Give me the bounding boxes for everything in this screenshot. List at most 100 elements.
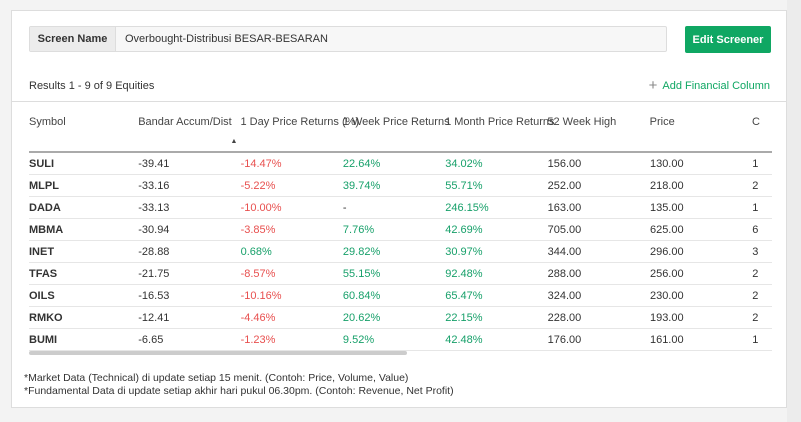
column-header[interactable]: C xyxy=(752,115,772,129)
footnotes: *Market Data (Technical) di update setia… xyxy=(24,372,454,398)
table-cell: -21.75 xyxy=(138,267,170,280)
table-row[interactable]: RMKO -12.41 -4.46% 20.62% 22.15% 228.00 193.00… xyxy=(29,307,772,329)
table-row[interactable]: OILS -16.53 -10.16% 60.84% 65.47% 324.00 230.0… xyxy=(29,285,772,307)
table-cell: 218.00 xyxy=(649,179,684,192)
table-row[interactable]: BUMI -6.65 -1.23% 9.52% 42.48% 176.00 161.00 1 xyxy=(29,329,772,351)
table-cell: 3 xyxy=(752,245,759,258)
table-cell: 42.48% xyxy=(445,333,483,346)
vertical-scrollbar[interactable] xyxy=(787,0,801,422)
table-cell: 30.97% xyxy=(445,245,483,258)
table-cell: 20.62% xyxy=(342,311,381,324)
column-header-label: 1 Month Price Returns xyxy=(445,116,555,128)
symbol-link[interactable]: SULI xyxy=(29,157,55,170)
table-cell: 193.00 xyxy=(649,311,684,324)
table-cell: 22.15% xyxy=(445,311,483,324)
table-cell: 163.00 xyxy=(547,201,582,214)
footnote-market-data: *Market Data (Technical) di update setia… xyxy=(24,372,409,384)
table-cell: 228.00 xyxy=(547,311,582,324)
table-header: Symbol Bandar Accum/Dist ▲ 1 Day Price Retu… xyxy=(29,115,772,153)
table-cell: 1 xyxy=(752,333,759,346)
plus-icon: + xyxy=(648,77,658,94)
add-financial-column-button[interactable]: + Add Financial Column xyxy=(649,78,770,93)
table-cell: - xyxy=(342,201,347,214)
table-row[interactable]: MBMA -30.94 -3.85% 7.76% 42.69% 705.00 625.00 6 xyxy=(29,219,772,241)
table-row[interactable]: SULI -39.41 -14.47% 22.64% 34.02% 156.00 130.0… xyxy=(29,153,772,175)
column-header[interactable]: Bandar Accum/Dist ▲ xyxy=(138,115,240,145)
table-cell: 2 xyxy=(752,311,759,324)
sort-ascending-icon[interactable]: ▲ xyxy=(230,138,238,145)
symbol-link[interactable]: OILS xyxy=(29,289,55,302)
table-cell: 705.00 xyxy=(547,223,582,236)
screen-name-label: Screen Name xyxy=(30,27,116,51)
table-cell: 176.00 xyxy=(547,333,582,346)
table-cell: 42.69% xyxy=(445,223,483,236)
table-cell: 288.00 xyxy=(547,267,582,280)
table-cell: -33.16 xyxy=(138,179,170,192)
screen-name-value: Overbought-Distribusi BESAR-BESARAN xyxy=(125,33,328,45)
column-header[interactable]: Price xyxy=(650,115,752,129)
table-row[interactable]: INET -28.88 0.68% 29.82% 30.97% 344.00 296.00 3 xyxy=(29,241,772,263)
symbol-link[interactable]: DADA xyxy=(29,201,61,214)
results-count: Results 1 - 9 of 9 Equities xyxy=(29,80,155,92)
table-cell: -8.57% xyxy=(240,267,276,280)
table-cell: 0.68% xyxy=(240,245,272,258)
screen-name-field[interactable]: Screen Name Overbought-Distribusi BESAR-… xyxy=(29,26,667,52)
symbol-link[interactable]: MBMA xyxy=(29,223,64,236)
column-header[interactable]: 52 Week High xyxy=(547,115,649,129)
table-row[interactable]: DADA -33.13 -10.00% - 246.15% 163.00 135.00 1 xyxy=(29,197,772,219)
table-cell: 7.76% xyxy=(342,223,375,236)
table-cell: -6.65 xyxy=(138,333,164,346)
table-cell: 230.00 xyxy=(649,289,684,302)
column-header-label: 52 Week High xyxy=(547,116,617,128)
table-row[interactable]: MLPL -33.16 -5.22% 39.74% 55.71% 252.00 218.00… xyxy=(29,175,772,197)
column-header-label: Bandar Accum/Dist xyxy=(138,116,232,128)
symbol-link[interactable]: INET xyxy=(29,245,55,258)
table-cell: 156.00 xyxy=(547,157,582,170)
table-cell: -1.23% xyxy=(240,333,276,346)
column-header[interactable]: Symbol xyxy=(29,115,138,129)
table-cell: 92.48% xyxy=(445,267,483,280)
symbol-link[interactable]: RMKO xyxy=(29,311,63,324)
symbol-link[interactable]: BUMI xyxy=(29,333,58,346)
table-cell: 65.47% xyxy=(445,289,483,302)
table-cell: 1 xyxy=(752,201,759,214)
table-cell: 135.00 xyxy=(649,201,684,214)
column-header[interactable]: 1 Week Price Returns xyxy=(343,115,450,129)
table-cell: -10.00% xyxy=(240,201,282,214)
screener-header: Screen Name Overbought-Distribusi BESAR-… xyxy=(12,11,786,102)
table-cell: 2 xyxy=(752,267,759,280)
table-cell: -14.47% xyxy=(240,157,282,170)
table-cell: 344.00 xyxy=(547,245,582,258)
table-cell: 256.00 xyxy=(649,267,684,280)
table-cell: -28.88 xyxy=(138,245,170,258)
symbol-link[interactable]: MLPL xyxy=(29,179,59,192)
column-header-label: Symbol xyxy=(29,116,66,128)
table-cell: -4.46% xyxy=(240,311,276,324)
table-cell: 55.71% xyxy=(445,179,483,192)
add-financial-column-label: Add Financial Column xyxy=(662,79,770,92)
table-row[interactable]: TFAS -21.75 -8.57% 55.15% 92.48% 288.00 256.00… xyxy=(29,263,772,285)
table-cell: 29.82% xyxy=(342,245,381,258)
column-header-label: C xyxy=(751,116,760,128)
horizontal-scrollbar[interactable] xyxy=(29,351,407,355)
table-cell: -16.53 xyxy=(138,289,170,302)
screener-card: Screen Name Overbought-Distribusi BESAR-… xyxy=(11,10,787,408)
table-cell: -33.13 xyxy=(138,201,170,214)
table-cell: 2 xyxy=(752,179,759,192)
footnote-fundamental-data: *Fundamental Data di update setiap akhir… xyxy=(24,385,454,397)
table-cell: 6 xyxy=(752,223,759,236)
table-cell: 55.15% xyxy=(342,267,381,280)
table-cell: -3.85% xyxy=(240,223,276,236)
table-cell: -5.22% xyxy=(240,179,276,192)
edit-screener-button[interactable]: Edit Screener xyxy=(685,26,771,53)
column-header[interactable]: 1 Day Price Returns (%) xyxy=(240,115,360,129)
results-table: Symbol Bandar Accum/Dist ▲ 1 Day Price Retu… xyxy=(29,115,772,361)
column-header[interactable]: 1 Month Price Returns xyxy=(445,115,555,129)
column-header-label: 1 Day Price Returns (%) xyxy=(240,116,360,128)
table-cell: -12.41 xyxy=(138,311,170,324)
table-cell: -39.41 xyxy=(138,157,170,170)
table-cell: 252.00 xyxy=(547,179,582,192)
table-cell: -10.16% xyxy=(240,289,282,302)
symbol-link[interactable]: TFAS xyxy=(29,267,58,280)
table-cell: 130.00 xyxy=(649,157,684,170)
